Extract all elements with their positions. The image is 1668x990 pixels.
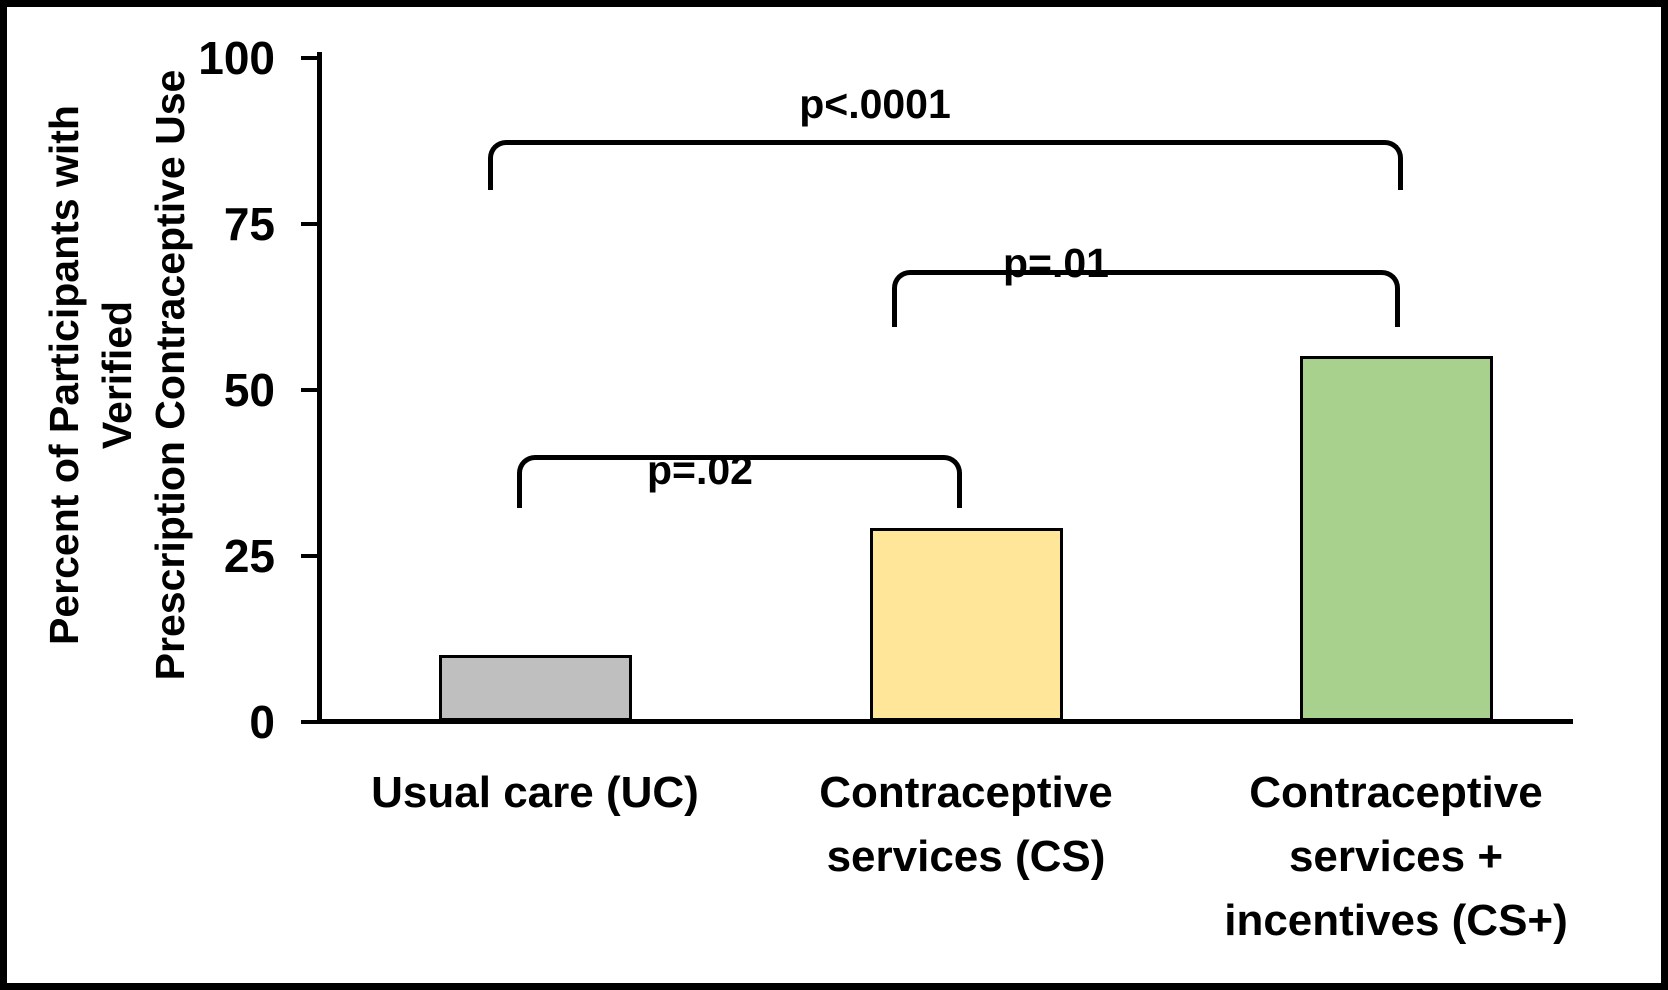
significance-label: p=.01 (1003, 240, 1109, 286)
y-tick (301, 56, 317, 60)
y-tick-label: 25 (223, 530, 275, 582)
bar-contraceptive-services-cs (870, 528, 1063, 721)
x-label-usual-care-uc: Usual care (UC) (371, 768, 699, 817)
y-tick-label: 75 (223, 198, 275, 250)
significance-bracket (517, 455, 962, 508)
x-label-contraceptive-services-cs: Contraceptive services (CS) (819, 768, 1113, 881)
bar-usual-care-uc (439, 655, 632, 721)
x-label-contraceptive-services-incentives-cs-plus: Contraceptive services + incentives (CS+… (1224, 768, 1568, 945)
y-tick (301, 554, 317, 558)
significance-bracket (892, 270, 1400, 327)
y-tick-label: 50 (223, 364, 275, 416)
significance-label: p=.02 (647, 447, 753, 493)
y-tick (301, 222, 317, 226)
y-tick-label: 0 (249, 696, 275, 748)
x-axis-line (317, 719, 1573, 724)
significance-bracket (488, 140, 1403, 190)
y-tick (301, 388, 317, 392)
y-axis-line (317, 52, 322, 724)
bar-contraceptive-services-incentives-cs-plus (1300, 356, 1493, 721)
significance-label: p<.0001 (799, 81, 951, 127)
y-tick-label: 100 (198, 32, 275, 84)
y-tick (301, 720, 317, 724)
